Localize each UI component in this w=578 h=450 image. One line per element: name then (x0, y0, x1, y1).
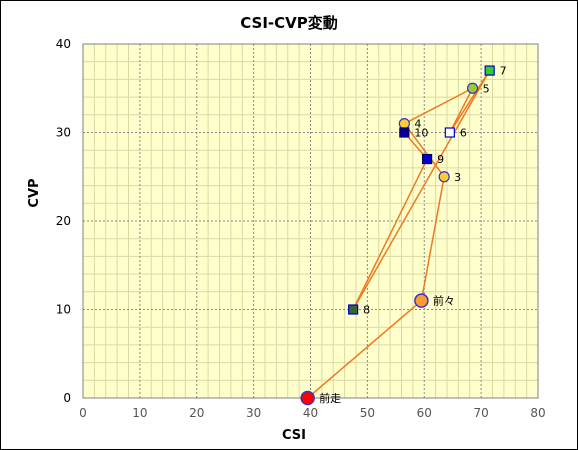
x-tick-label: 50 (360, 406, 375, 420)
series-line-segment (403, 87, 473, 125)
y-axis-label: CVP (27, 178, 42, 207)
series-lines (307, 70, 491, 399)
data-point-label: 前走 (319, 391, 341, 405)
data-point-label: 7 (500, 65, 507, 78)
y-tick-label: 30 (56, 126, 71, 140)
x-tick-label: 20 (189, 406, 204, 420)
data-point-label: 3 (454, 171, 461, 184)
x-tick-label: 0 (79, 406, 87, 420)
x-ticks: 0 10 20 30 40 50 60 70 80 (79, 406, 545, 420)
x-tick-label: 40 (303, 406, 318, 420)
data-point-marker (348, 304, 359, 315)
data-point-label: 10 (414, 127, 428, 140)
data-point-marker (444, 127, 455, 138)
x-tick-label: 60 (417, 406, 432, 420)
data-point-marker (421, 153, 433, 165)
data-point-marker (484, 65, 495, 76)
series-line-segment (403, 123, 445, 178)
data-point-marker (414, 293, 429, 308)
data-point-label: 5 (483, 82, 490, 95)
data-point-label: 6 (460, 127, 467, 140)
series-line-segment (352, 70, 491, 310)
y-tick-label: 40 (56, 37, 71, 51)
x-axis-label: CSI (282, 428, 306, 443)
data-point-label: 8 (363, 304, 370, 317)
x-tick-label: 30 (246, 406, 261, 420)
data-point-marker (300, 390, 315, 406)
data-point-label: 4 (414, 118, 421, 131)
series-line-segment (307, 300, 422, 399)
data-point-marker (398, 118, 410, 130)
y-tick-label: 0 (63, 391, 71, 405)
data-point-label: 前々 (433, 294, 455, 308)
data-point-marker (399, 127, 410, 138)
x-tick-label: 70 (473, 406, 488, 420)
y-tick-label: 10 (56, 303, 71, 317)
point-labels: 前走 前々 3 4 5 6 7 8 9 10 (319, 65, 507, 405)
data-point-marker (466, 82, 479, 94)
series-line-segment (352, 158, 428, 310)
y-ticks: 0 10 20 30 40 (56, 37, 71, 405)
chart-title: CSI-CVP変動 (240, 14, 338, 32)
data-point-marker (438, 171, 450, 183)
y-tick-label: 20 (56, 214, 71, 228)
series-line-segment (420, 176, 445, 301)
series-line-segment (449, 87, 474, 133)
series-markers (300, 65, 495, 406)
x-tick-label: 10 (132, 406, 147, 420)
data-point-label: 9 (437, 153, 444, 166)
x-tick-label: 80 (530, 406, 545, 420)
